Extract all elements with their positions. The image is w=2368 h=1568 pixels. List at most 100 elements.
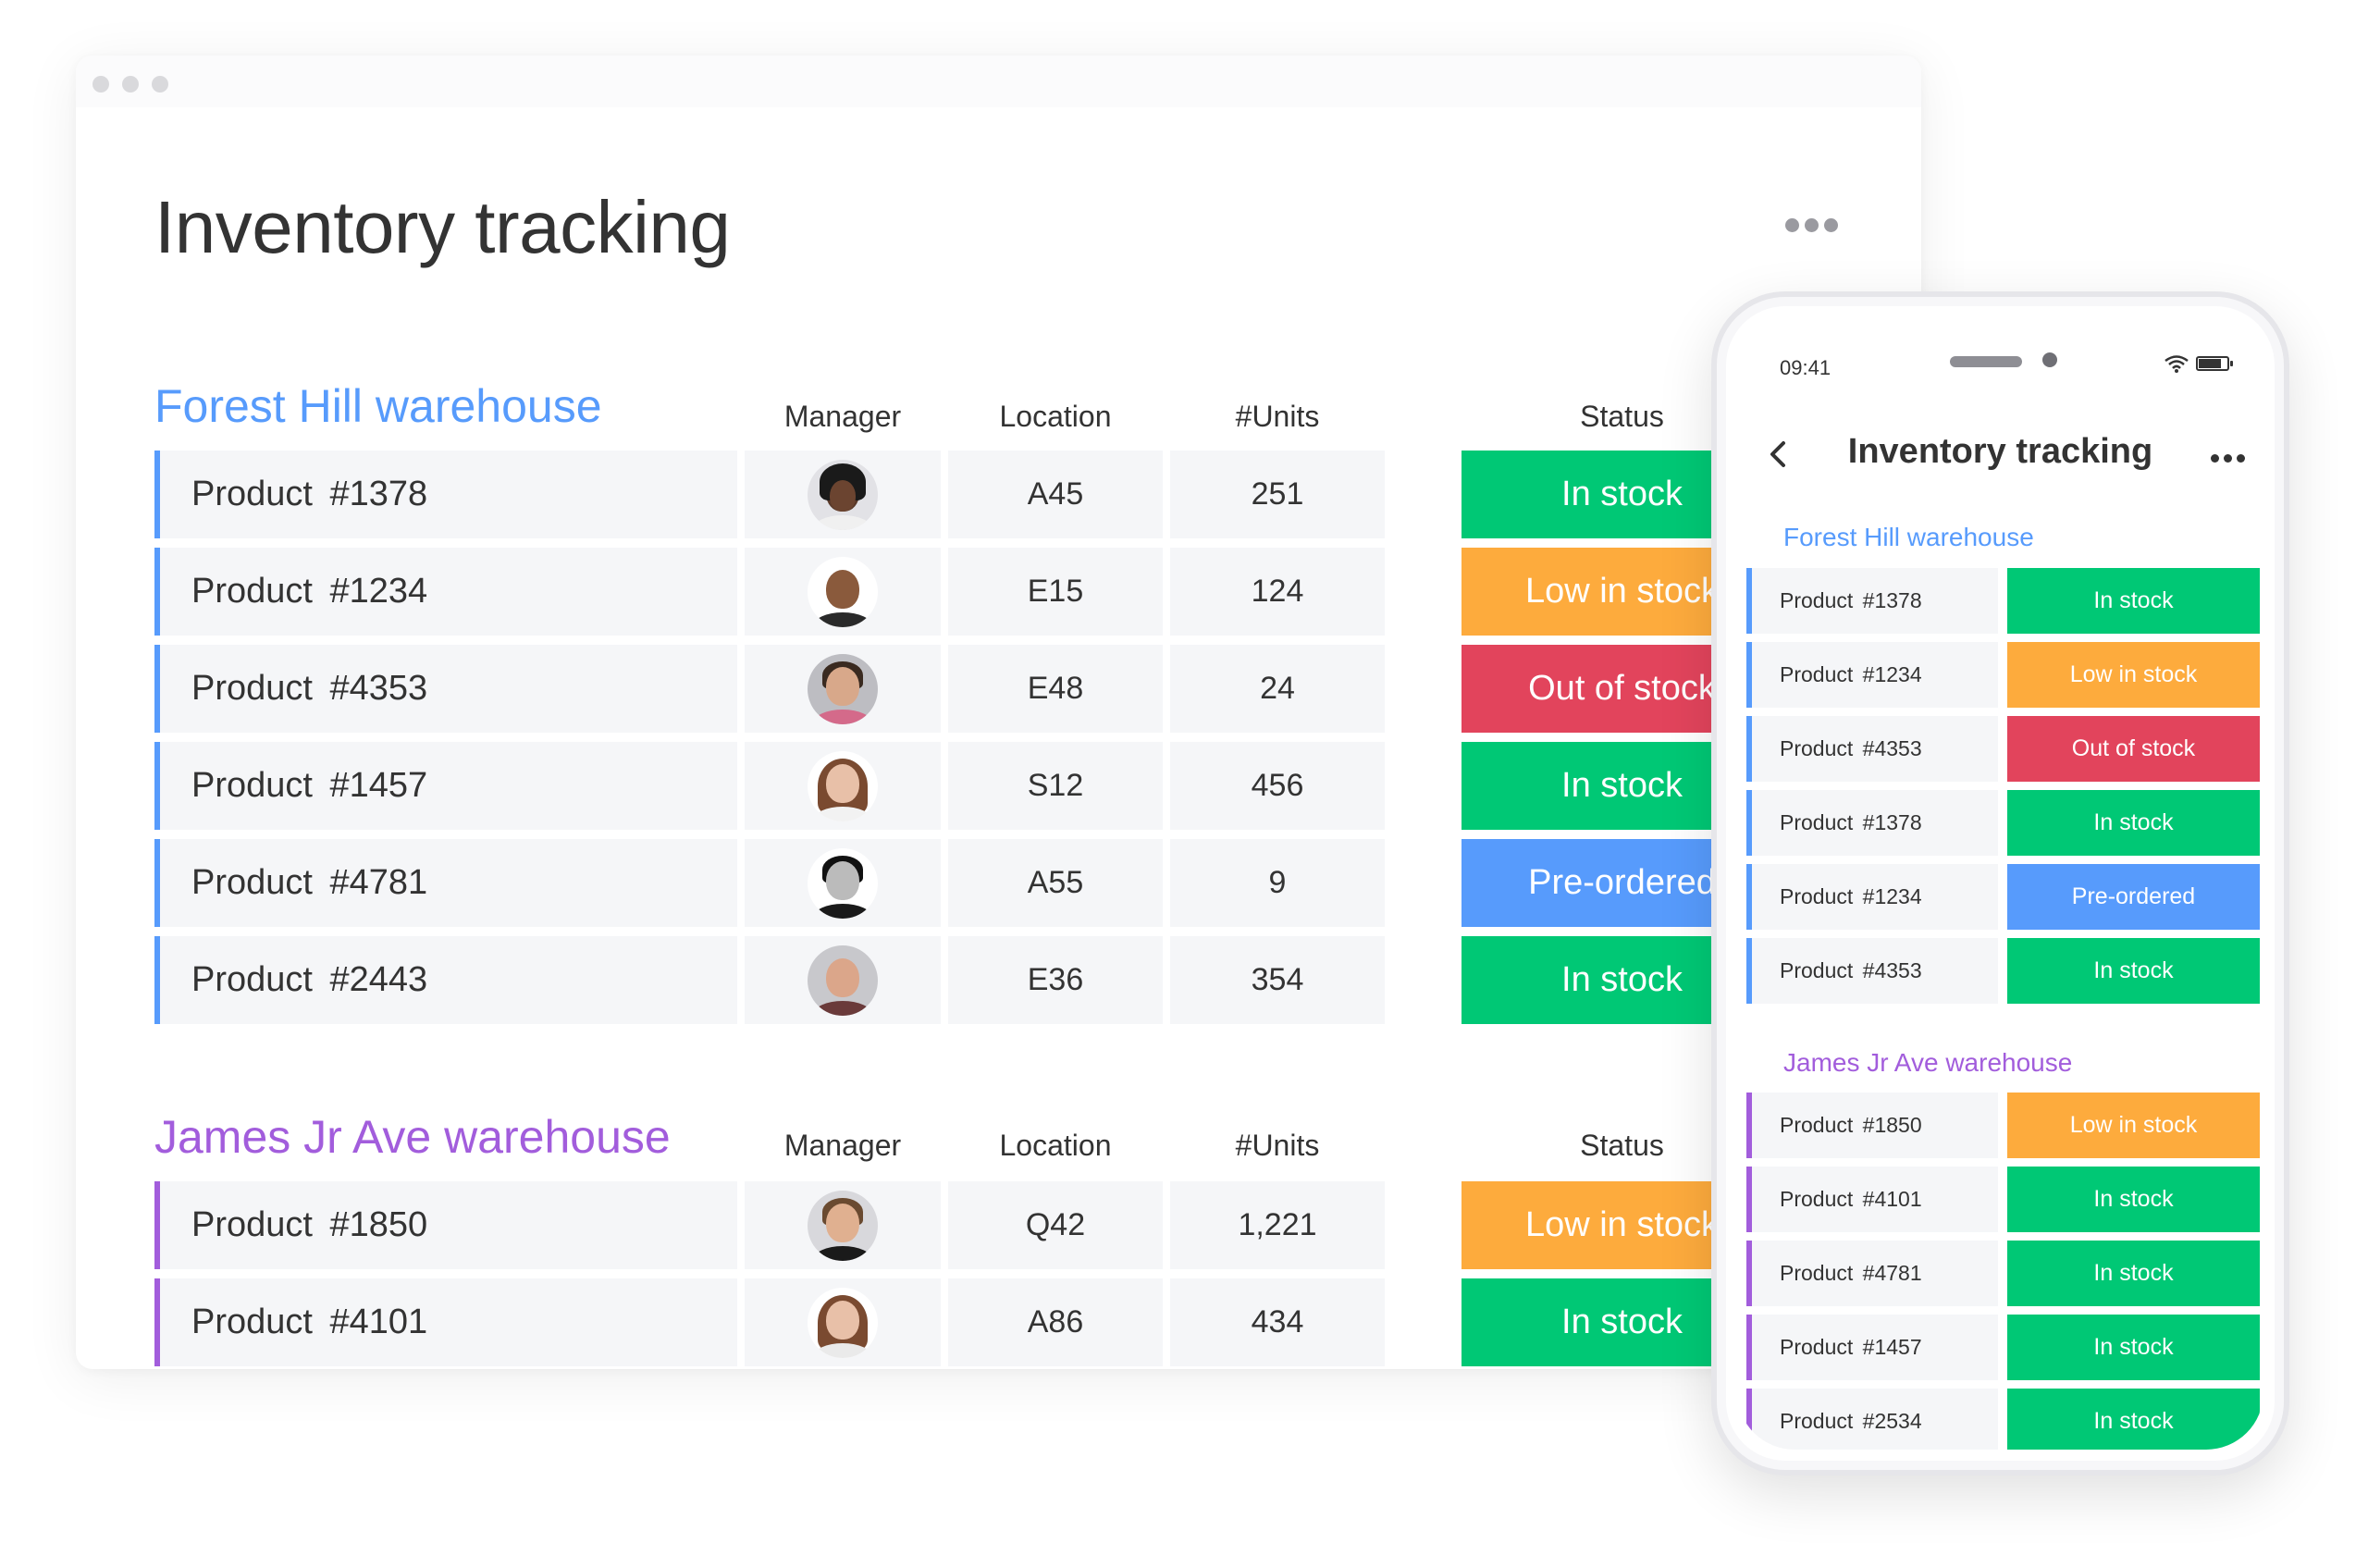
window-title-bar <box>76 56 1921 107</box>
status-badge[interactable]: In stock <box>2007 938 2260 1004</box>
mobile-group-title[interactable]: James Jr Ave warehouse <box>1783 1048 2073 1077</box>
product-cell[interactable]: Product #4353 <box>154 645 737 733</box>
units-cell[interactable]: 354 <box>1170 936 1385 1024</box>
location-cell[interactable]: A86 <box>948 1278 1163 1366</box>
manager-cell[interactable] <box>745 1278 941 1366</box>
product-cell[interactable]: Product #1850 <box>154 1181 737 1269</box>
product-cell[interactable]: Product #4781 <box>154 839 737 927</box>
table-row[interactable]: Product #1457 S12 456 In stock <box>154 742 1782 830</box>
units-cell[interactable]: 251 <box>1170 451 1385 538</box>
mobile-more-button[interactable] <box>2211 454 2245 463</box>
group-color-bar <box>1746 1093 1752 1158</box>
manager-cell[interactable] <box>745 936 941 1024</box>
mobile-list-item[interactable]: Product #4101 In stock <box>1746 1167 2260 1232</box>
location-cell[interactable]: E36 <box>948 936 1163 1024</box>
product-cell[interactable]: Product #1378 <box>154 451 737 538</box>
table-row[interactable]: Product #1850 Q42 1,221 Low in stock <box>154 1181 1782 1269</box>
product-name: Product #1234 <box>191 572 428 611</box>
column-header-location[interactable]: Location <box>999 400 1112 433</box>
status-badge[interactable]: In stock <box>2007 568 2260 634</box>
table-row[interactable]: Product #4353 E48 24 Out of stock <box>154 645 1782 733</box>
mobile-list-item[interactable]: Product #1234 Low in stock <box>1746 642 2260 708</box>
units-cell[interactable]: 1,221 <box>1170 1181 1385 1269</box>
manager-cell[interactable] <box>745 839 941 927</box>
location-cell[interactable]: A55 <box>948 839 1163 927</box>
status-badge[interactable]: Low in stock <box>2007 1093 2260 1158</box>
back-chevron-icon[interactable] <box>1765 436 1793 473</box>
avatar[interactable] <box>808 459 878 530</box>
units-cell[interactable]: 9 <box>1170 839 1385 927</box>
avatar[interactable] <box>808 847 878 919</box>
avatar[interactable] <box>808 945 878 1016</box>
location-cell[interactable]: E48 <box>948 645 1163 733</box>
column-header-location[interactable]: Location <box>999 1129 1112 1162</box>
table-row[interactable]: Product #4101 A86 434 In stock <box>154 1278 1782 1366</box>
mobile-list-item[interactable]: Product #1378 In stock <box>1746 568 2260 634</box>
manager-cell[interactable] <box>745 1181 941 1269</box>
column-header-units[interactable]: #Units <box>1235 1129 1320 1162</box>
units-cell[interactable]: 24 <box>1170 645 1385 733</box>
column-header-status[interactable]: Status <box>1580 1129 1664 1162</box>
avatar[interactable] <box>808 653 878 724</box>
manager-cell[interactable] <box>745 451 941 538</box>
window-dot-icon[interactable] <box>152 76 168 93</box>
product-cell[interactable]: Product #2443 <box>154 936 737 1024</box>
avatar[interactable] <box>808 1287 878 1358</box>
status-badge[interactable]: Low in stock <box>2007 642 2260 708</box>
avatar[interactable] <box>808 750 878 821</box>
status-badge[interactable]: In stock <box>2007 1241 2260 1306</box>
status-badge[interactable]: In stock <box>2007 1389 2260 1450</box>
mobile-list-item[interactable]: Product #4353 Out of stock <box>1746 716 2260 782</box>
mobile-list-item[interactable]: Product #2534 In stock <box>1746 1389 2260 1450</box>
mobile-list-item[interactable]: Product #1234 Pre-ordered <box>1746 864 2260 930</box>
column-header-status[interactable]: Status <box>1580 400 1664 433</box>
location-cell[interactable]: E15 <box>948 548 1163 636</box>
column-header-units[interactable]: #Units <box>1235 400 1320 433</box>
mobile-list-item[interactable]: Product #1378 In stock <box>1746 790 2260 856</box>
manager-cell[interactable] <box>745 742 941 830</box>
mobile-group-title[interactable]: Forest Hill warehouse <box>1783 523 2034 551</box>
group-color-bar <box>1746 716 1752 782</box>
window-dot-icon[interactable] <box>122 76 139 93</box>
window-controls <box>92 76 168 93</box>
manager-cell[interactable] <box>745 645 941 733</box>
camera-icon <box>2042 352 2057 367</box>
status-badge[interactable]: In stock <box>2007 1167 2260 1232</box>
table-row[interactable]: Product #4781 A55 9 Pre-ordered <box>154 839 1782 927</box>
table-row[interactable]: Product #1234 E15 124 Low in stock <box>154 548 1782 636</box>
mobile-list-item[interactable]: Product #4353 In stock <box>1746 938 2260 1004</box>
mobile-list-item[interactable]: Product #1850 Low in stock <box>1746 1093 2260 1158</box>
column-header-manager[interactable]: Manager <box>783 1129 902 1162</box>
group-color-bar <box>154 645 160 733</box>
more-horizontal-icon <box>2224 454 2232 463</box>
avatar[interactable] <box>808 556 878 627</box>
avatar[interactable] <box>808 1190 878 1261</box>
product-cell[interactable]: Product #1234 <box>154 548 737 636</box>
group-title[interactable]: Forest Hill warehouse <box>154 380 602 432</box>
more-options-button[interactable] <box>1785 218 1838 232</box>
location-cell[interactable]: Q42 <box>948 1181 1163 1269</box>
units-cell[interactable]: 124 <box>1170 548 1385 636</box>
location-cell[interactable]: S12 <box>948 742 1163 830</box>
table-row[interactable]: Product #1378 A45 251 In stock <box>154 451 1782 538</box>
status-badge[interactable]: In stock <box>2007 790 2260 856</box>
location-cell[interactable]: A45 <box>948 451 1163 538</box>
column-header-manager[interactable]: Manager <box>783 400 902 433</box>
product-cell[interactable]: Product #4101 <box>154 1278 737 1366</box>
units-cell[interactable]: 434 <box>1170 1278 1385 1366</box>
units-cell[interactable]: 456 <box>1170 742 1385 830</box>
mobile-list-item[interactable]: Product #1457 In stock <box>1746 1315 2260 1380</box>
manager-cell[interactable] <box>745 548 941 636</box>
table-row[interactable]: Product #2443 E36 354 In stock <box>154 936 1782 1024</box>
group-color-bar <box>1746 938 1752 1004</box>
mobile-list-item[interactable]: Product #4781 In stock <box>1746 1241 2260 1306</box>
product-cell[interactable]: Product #1457 <box>154 742 737 830</box>
window-dot-icon[interactable] <box>92 76 109 93</box>
status-badge[interactable]: Pre-ordered <box>2007 864 2260 930</box>
status-badge[interactable]: In stock <box>2007 1315 2260 1380</box>
product-name: Product #4353 <box>191 669 428 708</box>
group-color-bar <box>154 548 160 636</box>
group-color-bar <box>154 936 160 1024</box>
status-badge[interactable]: Out of stock <box>2007 716 2260 782</box>
group-title[interactable]: James Jr Ave warehouse <box>154 1111 671 1163</box>
